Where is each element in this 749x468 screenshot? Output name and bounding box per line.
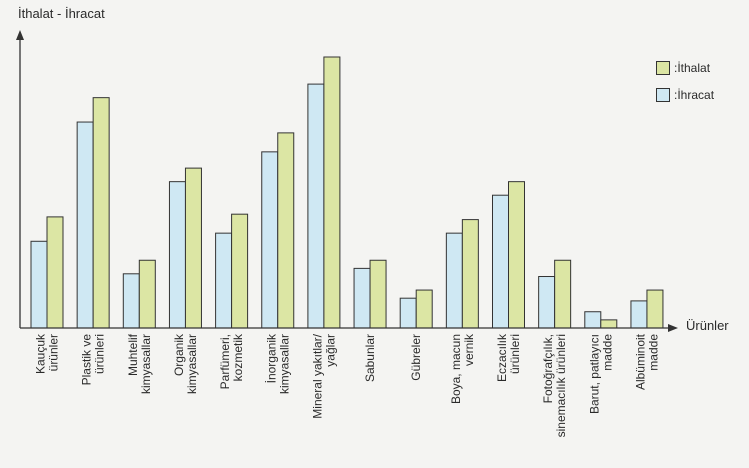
bar-ihracat-9 — [445, 232, 463, 329]
legend-prefix: : — [674, 88, 678, 102]
bar-ithalat-13 — [646, 289, 664, 329]
bar-ihracat-13 — [630, 300, 648, 329]
bar-ihracat-1 — [76, 121, 94, 329]
x-tick-label-3: Organikkimyasallar — [172, 333, 199, 394]
bar-ithalat-3 — [184, 167, 202, 329]
legend-swatch-ihracat — [656, 88, 670, 102]
bar-ihracat-3 — [168, 181, 186, 329]
y-axis-arrow — [16, 30, 24, 40]
x-tick-label-4: Parfümeri,kozmetik — [218, 333, 245, 389]
bar-ithalat-12 — [600, 319, 618, 329]
bar-ithalat-5 — [277, 132, 295, 329]
bar-ithalat-7 — [369, 259, 387, 329]
x-tick-labels: Kauçukürünler Plastik veürünleri Muhtelifk… — [34, 333, 661, 437]
y-axis-title: İthalat - İhracat — [18, 6, 105, 21]
legend-swatch-ithalat — [656, 61, 670, 75]
bar-ihracat-2 — [122, 273, 140, 329]
x-tick-label-5: İnorganikkimyasallar — [264, 333, 291, 394]
x-tick-label-7: Sabunlar — [363, 334, 377, 382]
bar-ihracat-11 — [538, 276, 556, 329]
bar-ihracat-4 — [215, 232, 233, 329]
bar-ithalat-0 — [46, 216, 64, 329]
bar-ithalat-1 — [92, 97, 110, 329]
legend: : İthalat : İhracat — [656, 60, 714, 114]
bar-ithalat-4 — [231, 213, 249, 329]
bar-ithalat-11 — [554, 259, 572, 329]
legend-label-ithalat: İthalat — [677, 61, 711, 75]
bar-ihracat-5 — [261, 151, 279, 329]
x-tick-label-13: Albüminoitmadde — [633, 333, 660, 390]
x-tick-label-6: Mineral yakıtlar/yağlar — [310, 333, 337, 418]
bar-ithalat-6 — [323, 56, 341, 329]
legend-item-ihracat: : İhracat — [656, 87, 714, 103]
x-tick-label-12: Barut, patlayıcımadde — [587, 334, 614, 414]
x-axis-arrow — [668, 324, 678, 332]
x-tick-label-2: Muhtelifkimyasallar — [126, 333, 153, 394]
bar-ithalat-10 — [508, 181, 525, 329]
x-axis-title: Ürünler — [686, 318, 729, 333]
bar-ithalat-8 — [415, 289, 433, 329]
x-tick-label-1: Plastik veürünleri — [80, 334, 107, 386]
bar-ihracat-0 — [30, 240, 48, 329]
x-tick-label-11: Fotoğrafçılık,sinemacılık ürünleri — [541, 334, 568, 437]
x-tick-label-0: Kauçukürünler — [34, 333, 61, 374]
bar-ihracat-10 — [492, 194, 509, 329]
bar-ihracat-7 — [353, 267, 371, 329]
bar-ithalat-2 — [138, 259, 156, 329]
legend-item-ithalat: : İthalat — [656, 60, 714, 76]
x-tick-label-10: Eczacılıkürünleri — [495, 333, 522, 382]
legend-prefix: : — [674, 61, 678, 75]
bar-ihracat-12 — [584, 311, 602, 329]
bar-ihracat-6 — [307, 83, 325, 329]
x-tick-label-9: Boya, macunvernik — [449, 333, 476, 404]
bars-group — [30, 56, 664, 329]
legend-label-ihracat: İhracat — [677, 88, 715, 102]
bar-ithalat-9 — [461, 219, 479, 329]
x-tick-label-8: Gübreler — [409, 334, 423, 381]
bar-ihracat-8 — [399, 297, 417, 329]
